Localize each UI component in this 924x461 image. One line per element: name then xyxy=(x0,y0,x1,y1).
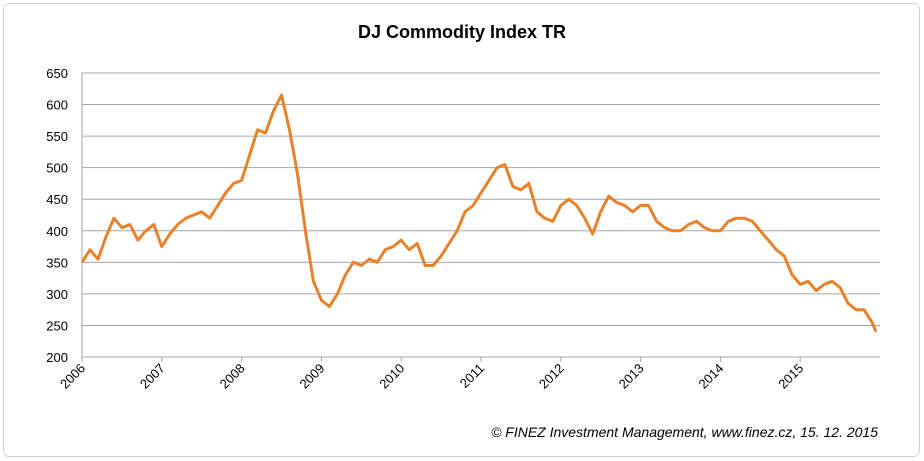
y-tick-label: 400 xyxy=(46,224,68,239)
y-tick-label: 450 xyxy=(46,192,68,207)
annotation: © FINEZ Investment Management, www.finez… xyxy=(491,424,878,440)
y-tick-label: 250 xyxy=(46,318,68,333)
data-line xyxy=(80,93,878,333)
y-tick-label: 550 xyxy=(46,129,68,144)
y-tick-label: 500 xyxy=(46,161,68,176)
y-tick-label: 350 xyxy=(46,255,68,270)
y-tick-label: 300 xyxy=(46,287,68,302)
chart-frame xyxy=(3,3,920,457)
y-tick-label: 200 xyxy=(46,350,68,365)
chart-title: DJ Commodity Index TR xyxy=(358,22,566,42)
y-tick-label: 600 xyxy=(46,98,68,113)
y-tick-label: 650 xyxy=(46,66,68,81)
